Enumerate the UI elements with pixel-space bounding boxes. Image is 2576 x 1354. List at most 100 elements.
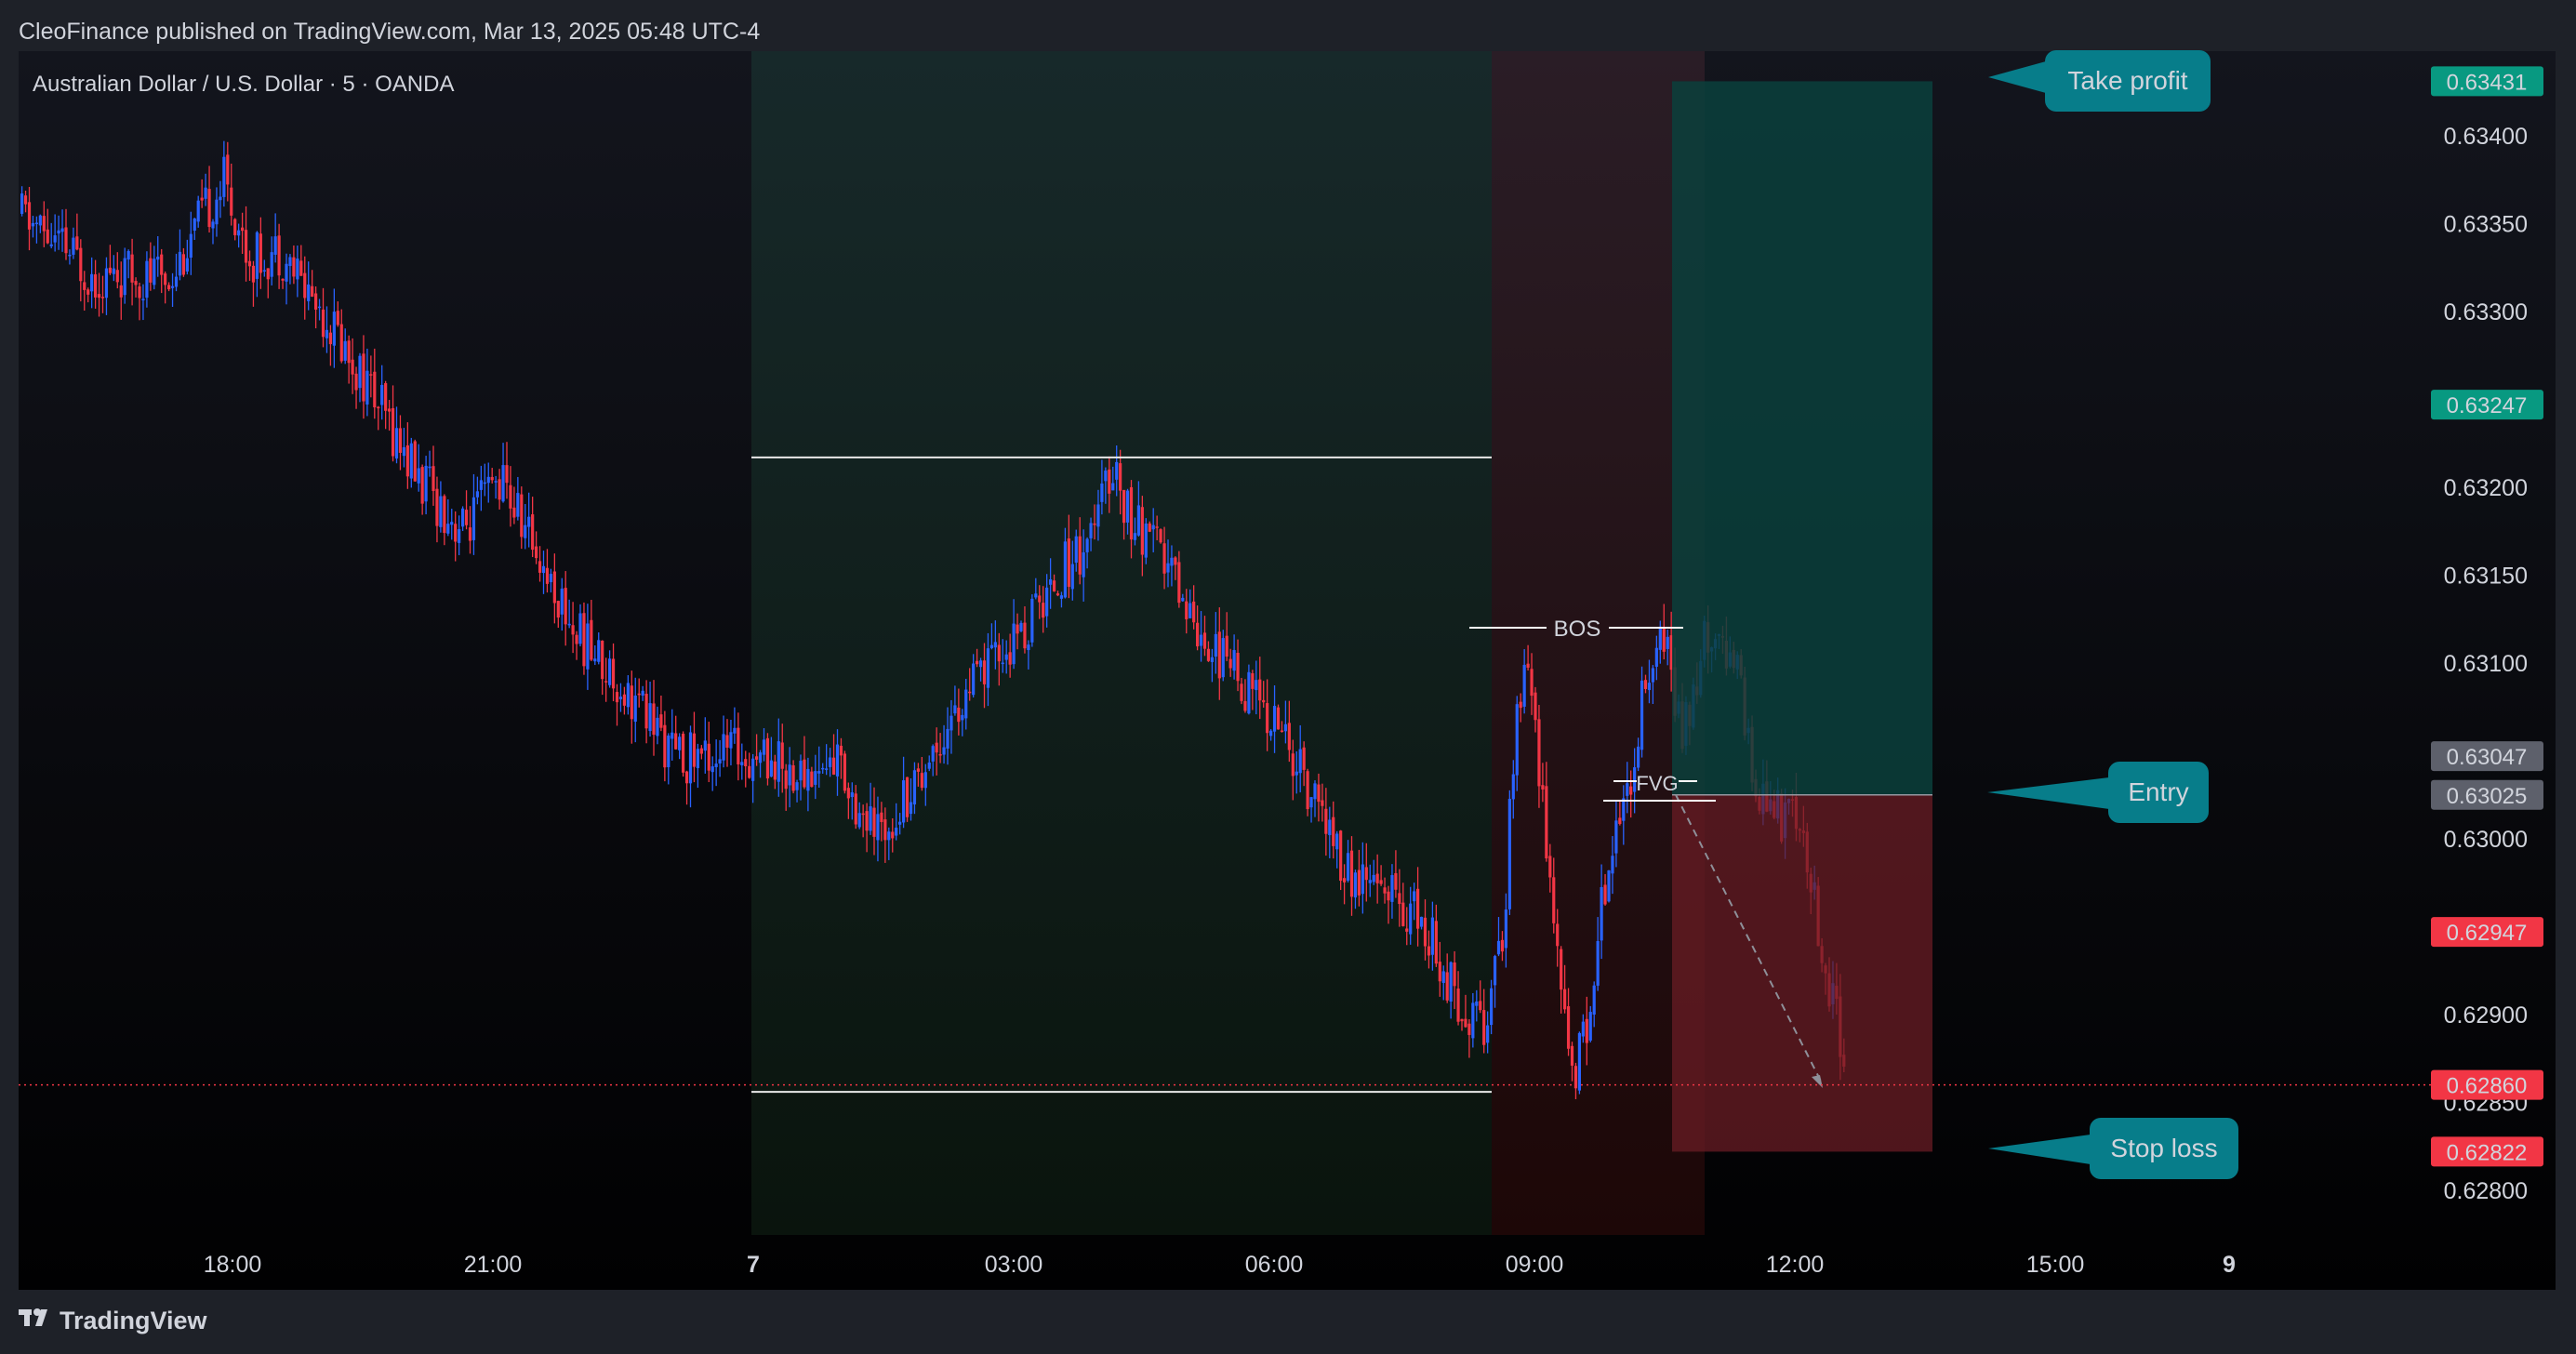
candle-body (75, 236, 79, 250)
candle-body (1283, 723, 1287, 732)
candle-body (241, 227, 245, 232)
candle-body (1361, 864, 1364, 895)
candle-body (825, 768, 829, 770)
candle-body (1585, 1018, 1588, 1043)
projection-arrowhead (1812, 1075, 1823, 1088)
candle-body (524, 524, 527, 538)
candle-body (1581, 1021, 1585, 1037)
candle-body (641, 690, 644, 696)
candle-body (1332, 816, 1335, 846)
candle-body (134, 281, 138, 285)
candle-body (556, 601, 560, 618)
candle-body (714, 763, 718, 767)
candle-body (1537, 719, 1541, 787)
take-profit-callout[interactable]: Take profit (1988, 50, 2211, 112)
candle-body (1266, 703, 1269, 734)
candle-body (909, 802, 913, 815)
candle-body (1144, 524, 1148, 558)
candle-body (656, 717, 659, 737)
price-labels: 0.63431 0.63247 0.63047 0.63025 0.62947 0.628… (2431, 66, 2543, 1167)
x-tick-label: 18:00 (204, 1252, 262, 1278)
candle-body (1375, 873, 1379, 883)
candle-body (748, 765, 751, 778)
candle-body (1008, 652, 1012, 665)
entry-callout[interactable]: Entry (1987, 762, 2209, 823)
candle-body (1122, 489, 1126, 524)
candle-body (384, 383, 388, 411)
candle-body (1434, 921, 1438, 964)
candle-body (1067, 538, 1070, 588)
candle-body (38, 215, 42, 226)
candle-body (471, 497, 476, 540)
candle-body (1089, 523, 1093, 538)
candle-body (255, 232, 259, 279)
x-tick-label: 12:00 (1766, 1252, 1825, 1278)
price-label-text: 0.63047 (2447, 745, 2528, 770)
candle-body (402, 446, 405, 457)
candle-body (1335, 833, 1339, 850)
candle-body (795, 782, 799, 790)
candle-body (567, 623, 571, 626)
candle-body (737, 727, 740, 764)
candle-body (1588, 1012, 1592, 1041)
candle-body (671, 732, 674, 739)
candle-body (707, 743, 710, 771)
candle-body (428, 466, 432, 469)
candle-body (1129, 486, 1134, 540)
price-label-text: 0.62947 (2447, 921, 2528, 946)
candle-body (303, 272, 307, 299)
candle-body (1372, 874, 1375, 883)
candle-body (1243, 700, 1247, 711)
candle-body (876, 814, 880, 841)
candle-body (829, 757, 832, 767)
candle-body (204, 187, 207, 199)
candle-body (1339, 830, 1343, 882)
candle-body (604, 681, 608, 683)
candle-body (446, 524, 450, 534)
candle-body (1140, 507, 1144, 555)
candle-body (325, 329, 329, 338)
candle-body (490, 476, 494, 481)
candle-body (450, 522, 454, 525)
y-tick-label: 0.63350 (2444, 212, 2528, 238)
candle-body (251, 265, 256, 283)
candle-body (1221, 638, 1225, 678)
candle-body (652, 703, 656, 736)
candle-body (1328, 819, 1332, 836)
candle-body (288, 257, 292, 267)
candle-body (23, 195, 28, 205)
candle-body (1662, 628, 1666, 652)
candle-body (1280, 730, 1284, 733)
candle-body (1504, 909, 1507, 949)
candle-body (659, 714, 663, 728)
candle-body (630, 685, 633, 720)
candle-body (461, 508, 465, 527)
candle-body (597, 640, 601, 662)
candle-body (1151, 524, 1155, 530)
candle-body (1479, 1001, 1482, 1011)
candle-body (1445, 972, 1449, 1001)
candle-body (590, 619, 593, 660)
candle-body (1306, 771, 1309, 810)
candle-body (1453, 962, 1456, 987)
candle-body (1034, 593, 1038, 598)
candle-body (126, 250, 130, 260)
candle-body (160, 254, 164, 275)
candle-body (1651, 668, 1654, 683)
candle-body (740, 762, 744, 765)
candle-body (332, 312, 336, 346)
candle-body (1368, 880, 1372, 883)
candle-body (618, 697, 623, 699)
candle-body (435, 488, 439, 526)
candle-body (1317, 784, 1321, 803)
candle-body (1276, 707, 1281, 730)
candle-body (1287, 723, 1291, 750)
candle-body (97, 294, 101, 299)
candle-body (1056, 593, 1060, 596)
candle-body (369, 374, 373, 376)
candle-body (784, 770, 788, 790)
stop-loss-callout[interactable]: Stop loss (1988, 1118, 2238, 1179)
candle-body (1206, 648, 1211, 661)
candle-body (898, 821, 902, 825)
x-axis: 18:00 21:00 7 03:00 06:00 09:00 12:00 15:00 9 (204, 1252, 2236, 1278)
